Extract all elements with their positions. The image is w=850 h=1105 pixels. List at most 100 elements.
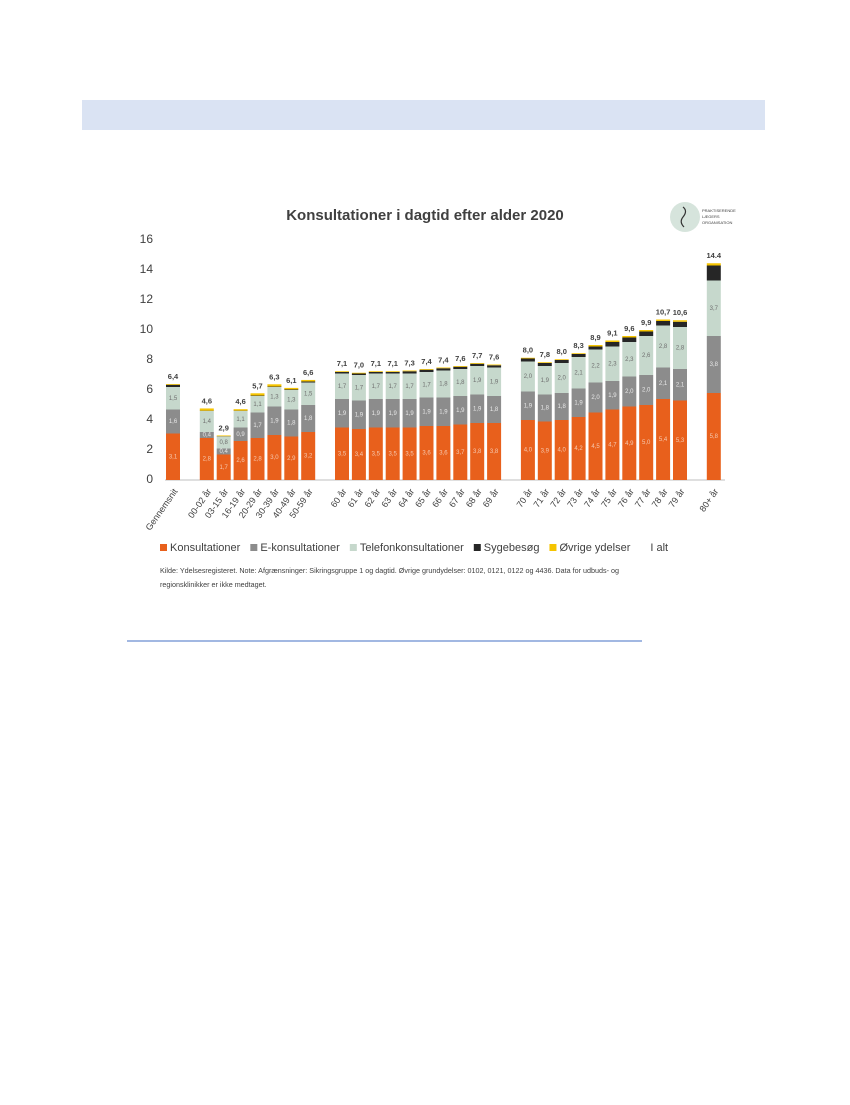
total-label: 7,4: [421, 357, 432, 366]
segment-label: 2,0: [591, 395, 600, 401]
y-tick-label: 2: [146, 442, 153, 456]
x-tick-label: 64 år: [396, 487, 416, 510]
bar-segment: [234, 409, 248, 411]
segment-label: 1,8: [287, 421, 296, 427]
total-label: 6,3: [269, 372, 279, 381]
bar-segment: [622, 338, 636, 343]
segment-label: 3,6: [422, 451, 431, 457]
total-label: 4,6: [202, 396, 212, 405]
total-label: 8,9: [590, 333, 600, 342]
x-tick-label: 65 år: [413, 487, 433, 510]
segment-label: 1,9: [541, 378, 550, 384]
segment-label: 2,9: [287, 456, 296, 462]
bar-segment: [656, 320, 670, 322]
bar-segment: [673, 322, 687, 327]
bar-segment: [166, 385, 180, 387]
bar-segment: [436, 368, 450, 369]
segment-label: 2,3: [625, 357, 634, 363]
x-tick-label: 66 år: [430, 487, 450, 510]
segment-label: 1,9: [490, 379, 499, 385]
bar-segment: [470, 363, 484, 364]
total-label: 4,6: [235, 397, 245, 406]
segment-label: 1,7: [405, 384, 414, 390]
bar-segment: [622, 336, 636, 338]
segment-label: 3,8: [490, 449, 499, 455]
bar-segment: [301, 381, 315, 382]
y-tick-label: 6: [146, 382, 153, 396]
bar-segment: [656, 321, 670, 326]
legend-label: Telefonkonsultationer: [360, 542, 464, 554]
x-tick-label: 73 år: [565, 487, 585, 510]
segment-label: 1,7: [389, 384, 398, 390]
total-label: 5,7: [252, 381, 262, 390]
segment-label: 1,9: [574, 400, 583, 406]
total-label: 7,7: [472, 351, 482, 360]
segment-label: 2,1: [676, 382, 685, 388]
total-label: 10,6: [673, 308, 688, 317]
bar-segment: [521, 359, 535, 362]
total-label: 7,1: [337, 359, 347, 368]
bar-segment: [487, 365, 501, 366]
bar-segment: [267, 384, 281, 386]
bar-segment: [589, 347, 603, 350]
x-tick-label: 63 år: [379, 487, 399, 510]
total-label: 6,4: [168, 372, 179, 381]
total-label: 7,1: [371, 359, 381, 368]
segment-label: 3,8: [473, 449, 482, 455]
segment-label: 1,9: [355, 412, 364, 418]
segment-label: 1,4: [203, 419, 212, 425]
segment-label: 2,0: [625, 389, 634, 395]
total-label: 8,0: [523, 346, 533, 355]
segment-label: 2,8: [676, 346, 685, 352]
segment-label: 3,5: [405, 451, 414, 457]
bar-segment: [166, 384, 180, 385]
segment-label: 2,6: [236, 458, 245, 464]
segment-label: 2,3: [608, 361, 617, 367]
logo-text: PRAKTISERENDE: [702, 208, 736, 213]
x-tick-label: 68 år: [464, 487, 484, 510]
segment-label: 2,1: [574, 370, 583, 376]
bar-segment: [538, 362, 552, 363]
segment-label: 1,9: [405, 411, 414, 417]
bar-segment: [352, 374, 366, 376]
segment-label: 2,6: [642, 353, 651, 359]
segment-label: 4,7: [608, 442, 617, 448]
bar-segment: [605, 341, 619, 343]
segment-label: 1,3: [270, 394, 279, 400]
bar-segment: [453, 367, 467, 369]
x-tick-label: 78 år: [650, 487, 670, 510]
segment-label: 4,9: [625, 441, 634, 447]
segment-label: 3,5: [338, 451, 347, 457]
bar-segment: [572, 354, 586, 357]
segment-label: 2,0: [524, 374, 533, 380]
total-label: 14.4: [706, 251, 721, 260]
bar-segment: [521, 358, 535, 359]
segment-label: 1,5: [169, 396, 178, 402]
segment-label: 1,9: [439, 409, 448, 415]
bar-segment: [605, 342, 619, 347]
segment-label: 0,4: [203, 433, 212, 439]
x-tick-label: 80+ år: [697, 487, 720, 514]
segment-label: 1,9: [338, 411, 347, 417]
bar-segment: [555, 360, 569, 363]
bar-segment: [284, 388, 298, 390]
segment-label: 1,9: [473, 378, 482, 384]
total-label: 6,1: [286, 376, 296, 385]
segment-label: 1,7: [220, 465, 229, 471]
segment-label: 1,1: [236, 417, 245, 423]
chart-title: Konsultationer i dagtid efter alder 2020: [286, 207, 564, 224]
segment-label: 4,0: [558, 448, 567, 454]
bar-segment: [386, 372, 400, 374]
bar-segment: [251, 393, 265, 395]
bar-segment: [487, 365, 501, 367]
segment-label: 1,7: [422, 382, 431, 388]
segment-label: 3,6: [439, 451, 448, 457]
segment-label: 1,9: [270, 418, 279, 424]
bar-segment: [335, 372, 349, 374]
bar-segment: [589, 345, 603, 347]
bar-segment: [707, 266, 721, 281]
total-label: 7,4: [438, 355, 449, 364]
bar-segment: [217, 435, 231, 436]
segment-label: 3,1: [169, 454, 178, 460]
